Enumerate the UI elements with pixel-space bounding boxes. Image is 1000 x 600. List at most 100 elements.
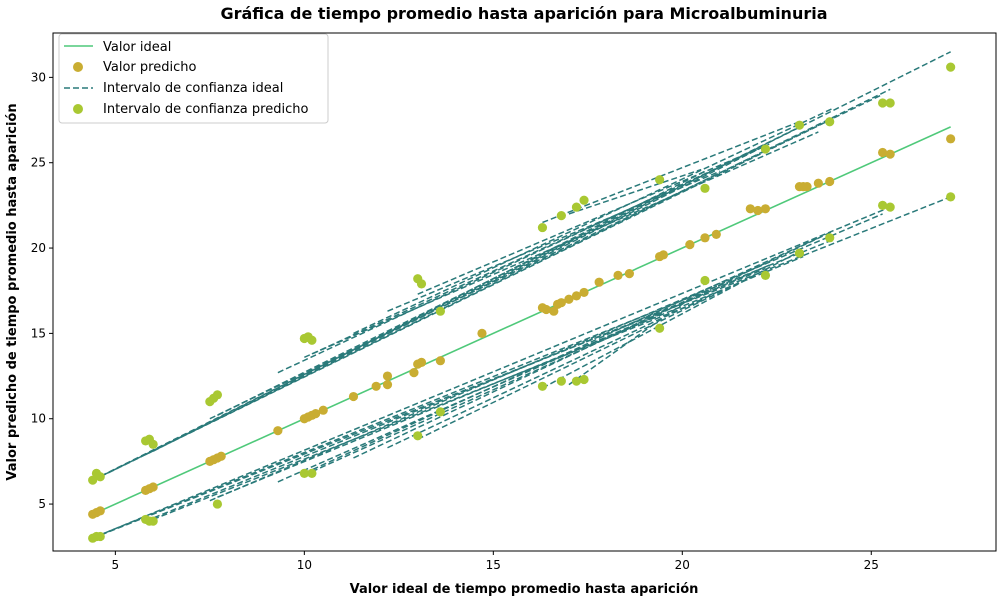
axis-ticks: 5 10 15 20 25 5 10 15 20 25 30: [31, 70, 879, 572]
legend-ci-predicted-marker: [73, 104, 83, 114]
ci-predicted-point: [825, 117, 835, 127]
ci-ideal-lower-line: [217, 255, 804, 498]
y-tick-label: 5: [38, 497, 46, 511]
predicted-point: [700, 233, 710, 243]
legend-label-predicted: Valor predicho: [103, 60, 196, 75]
y-tick-label: 15: [31, 326, 46, 340]
ci-predicted-point: [825, 233, 835, 243]
ci-predicted-point: [95, 472, 105, 482]
x-tick-label: 25: [864, 558, 879, 572]
y-axis-label: Valor predicho de tiempo promedio hasta …: [5, 103, 20, 480]
ci-predicted-point: [148, 516, 158, 526]
predicted-point: [216, 451, 226, 461]
predicted-point: [813, 178, 823, 188]
ci-predicted-point: [885, 202, 895, 212]
x-tick-label: 5: [112, 558, 120, 572]
predicted-point: [564, 294, 574, 304]
predicted-point: [409, 368, 419, 378]
predicted-point: [541, 304, 551, 315]
ci-predicted-point: [556, 376, 566, 386]
ci-ideal-lower-line: [568, 290, 702, 386]
ci-predicted-point: [760, 144, 771, 154]
predicted-point: [549, 306, 559, 316]
ci-predicted-point: [655, 175, 665, 185]
y-tick-label: 30: [31, 70, 46, 84]
y-tick-label: 20: [31, 241, 46, 255]
legend-predicted-marker: [73, 62, 83, 72]
predicted-point: [311, 409, 321, 419]
ci-predicted-point: [307, 468, 317, 478]
ci-predicted-point: [537, 222, 548, 233]
legend-label-ideal: Valor ideal: [103, 40, 171, 55]
ci-ideal-lower-line: [304, 237, 819, 475]
ci-ideal-lower-line: [99, 238, 834, 536]
predicted-point: [416, 357, 427, 368]
predicted-point: [348, 391, 359, 402]
predicted-point: [753, 205, 763, 216]
ci-predicted-point: [88, 475, 98, 485]
ci-ideal-upper-line: [387, 170, 721, 312]
predicted-point: [802, 182, 812, 192]
x-tick-label: 10: [297, 558, 312, 572]
ci-predicted-point: [878, 98, 888, 108]
ci-predicted-point: [885, 98, 895, 108]
predicted-point: [885, 149, 895, 159]
ci-predicted-point: [537, 381, 548, 391]
legend: Valor ideal Valor predicho Intervalo de …: [58, 33, 329, 124]
predicted-point: [148, 482, 158, 492]
predicted-point: [382, 371, 393, 381]
x-axis-label: Valor ideal de tiempo promedio hasta apa…: [350, 582, 699, 597]
predicted-point: [435, 356, 446, 366]
ci-predicted-point: [700, 183, 710, 193]
predicted-point: [745, 204, 755, 214]
predicted-point: [825, 176, 835, 187]
ci-predicted-point: [571, 202, 582, 212]
ci-predicted-point: [148, 439, 158, 449]
ci-predicted-point: [579, 195, 589, 205]
ci-predicted-point: [95, 531, 105, 542]
legend-label-ci-predicted: Intervalo de confianza predicho: [103, 102, 308, 117]
ci-predicted-point: [655, 323, 665, 333]
ci-ideal-lower-line: [96, 206, 891, 538]
predicted-point: [878, 147, 888, 158]
ci-ideal-upper-line: [311, 192, 664, 355]
predicted-point: [594, 277, 604, 287]
ci-predicted-point: [878, 200, 888, 210]
ci-ideal-upper-line: [417, 148, 759, 295]
ci-predicted-point: [571, 376, 582, 386]
predicted-point: [685, 240, 695, 250]
predicted-point: [760, 204, 771, 214]
ci-ideal-upper-line: [277, 143, 770, 374]
ci-predicted-point: [413, 431, 423, 441]
predicted-point: [711, 229, 721, 239]
ci-ideal-lower-line: [152, 298, 706, 521]
ci-predicted-point: [299, 468, 309, 478]
ci-ideal-lower-line: [209, 213, 883, 502]
ci-ideal-lower-line: [311, 312, 664, 473]
predicted-point: [382, 379, 393, 390]
ci-predicted-point: [435, 306, 446, 316]
ci-predicted-point: [307, 335, 317, 345]
ci-ideal-lower-line: [145, 267, 766, 522]
ci-ideal-upper-line: [542, 121, 800, 224]
ci-predicted-point: [212, 499, 223, 509]
x-tick-label: 15: [486, 558, 501, 572]
ci-predicted-point: [579, 374, 589, 385]
ci-predicted-point: [794, 120, 805, 130]
x-tick-label: 20: [675, 558, 690, 572]
ci-ideal-upper-line: [568, 168, 702, 215]
chart-title: Gráfica de tiempo promedio hasta aparici…: [220, 4, 827, 23]
ci-ideal-upper-line: [209, 93, 883, 420]
predicted-point: [95, 506, 105, 516]
ci-predicted-point: [946, 192, 956, 202]
ci-ideal-lower-line: [353, 230, 834, 459]
predicted-point: [477, 328, 487, 338]
ci-predicted-point: [946, 62, 956, 72]
plot-area: [88, 51, 956, 543]
ci-ideal-upper-line: [92, 51, 951, 481]
ci-predicted-point: [760, 270, 771, 280]
predicted-point: [273, 426, 283, 436]
plot-frame: [52, 32, 997, 552]
ci-ideal-lower-line: [417, 272, 759, 440]
